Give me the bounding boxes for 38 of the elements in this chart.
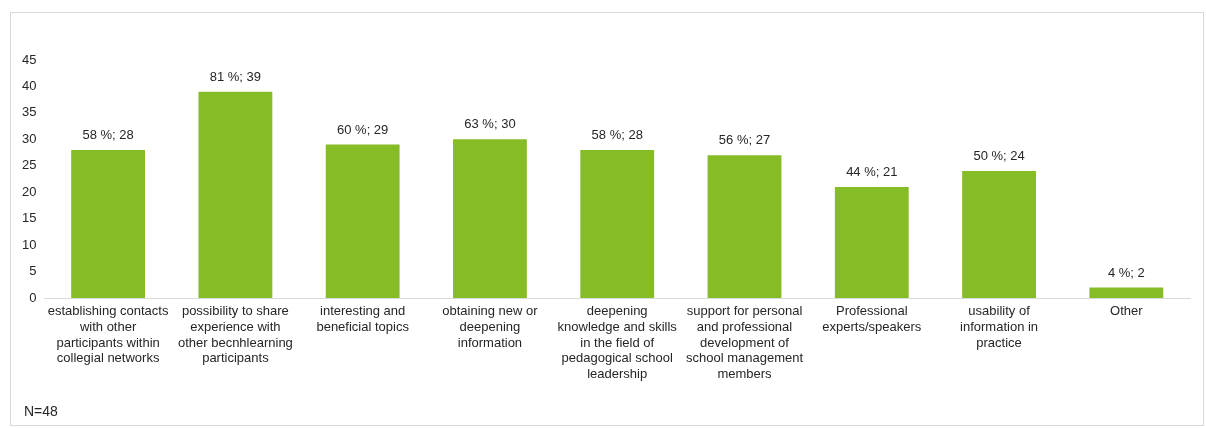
bar <box>325 144 400 298</box>
x-tick-label: Other <box>1110 303 1144 319</box>
x-tick-label: possibility to share experience with other becnhlearning participants <box>177 303 293 366</box>
data-label: 44 %; 21 <box>846 164 898 180</box>
bar <box>580 149 655 298</box>
y-tick-label: 20 <box>21 183 37 199</box>
data-label: 56 %; 27 <box>718 132 771 148</box>
y-tick-label: 45 <box>21 51 37 67</box>
y-tick-label: 5 <box>29 263 37 279</box>
y-tick-label: 15 <box>21 210 37 226</box>
x-tick-label: Professional experts/speakers <box>822 303 922 334</box>
data-label: 81 %; 39 <box>209 68 262 84</box>
y-tick-label: 35 <box>21 104 37 120</box>
data-label: 4 %; 2 <box>1107 264 1145 280</box>
bar <box>1089 287 1164 298</box>
x-tick-label: deepening knowledge and skills in the field of pedagogical school leadership <box>557 303 678 381</box>
data-label: 58 %; 28 <box>591 126 643 142</box>
data-label: 58 %; 28 <box>82 126 134 142</box>
bar <box>962 171 1036 298</box>
bar <box>834 186 909 298</box>
bar <box>71 149 146 298</box>
x-tick-label: obtaining new or deepening information <box>442 303 539 350</box>
y-tick-label: 40 <box>21 78 37 94</box>
data-label: 50 %; 24 <box>973 148 1025 164</box>
y-tick-label: 30 <box>21 130 37 146</box>
bar <box>198 91 273 298</box>
x-tick-label: interesting and beneficial topics <box>316 303 410 334</box>
x-tick-label: usability of information in practice <box>960 303 1039 350</box>
text: N=48 <box>24 403 59 419</box>
y-tick-label: 25 <box>21 157 37 173</box>
data-label: 60 %; 29 <box>337 121 389 137</box>
data-label: 63 %; 30 <box>464 116 516 132</box>
y-tick-label: 10 <box>21 236 37 252</box>
bar <box>707 155 782 298</box>
x-tick-label: establishing contacts with other participants within collegial networks <box>47 303 169 366</box>
bar <box>453 139 527 298</box>
y-tick-label: 0 <box>29 289 37 305</box>
x-tick-label: support for personal and professional development of school management members <box>685 303 804 381</box>
